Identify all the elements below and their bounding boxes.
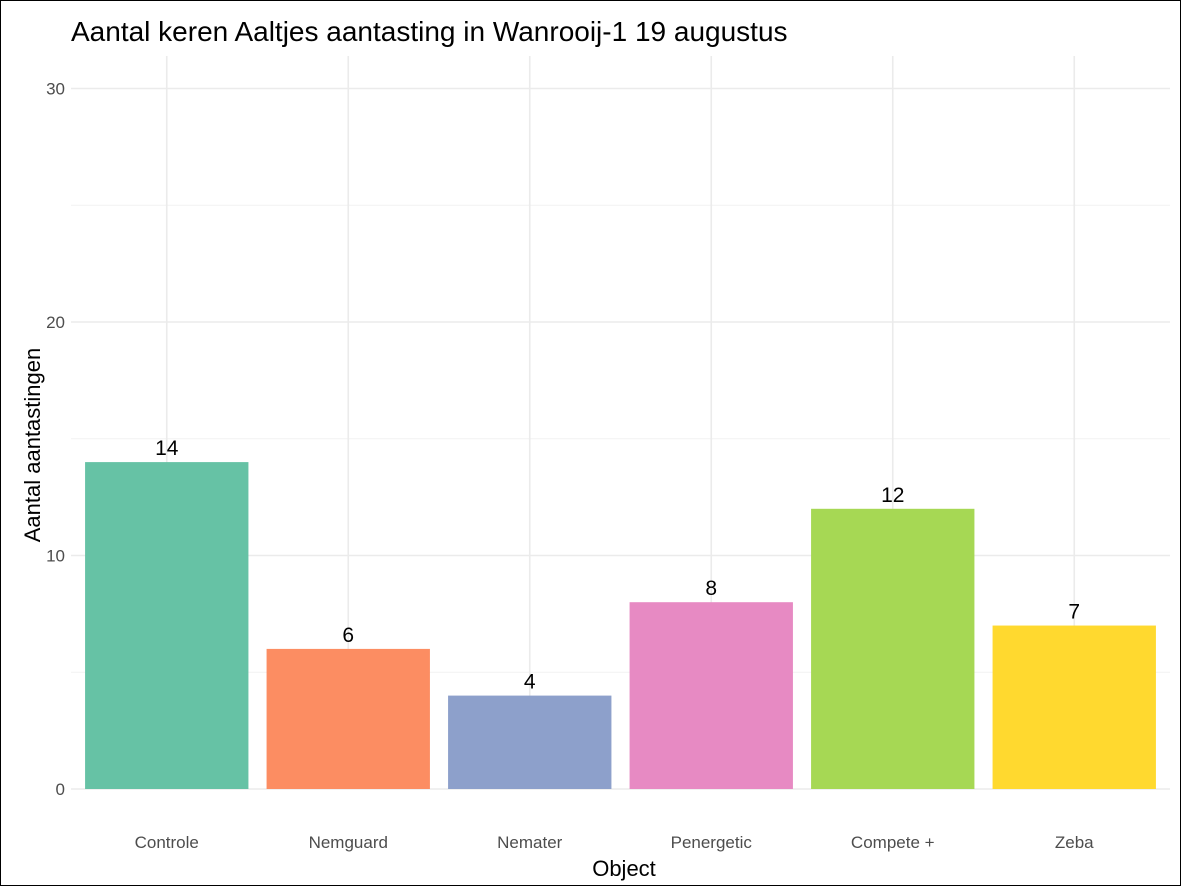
y-axis-title: Aantal aantastingen [20,348,45,543]
x-tick-label: Nemguard [309,833,388,852]
data-label: 14 [155,437,179,460]
x-tick-label: Penergetic [671,833,753,852]
y-tick-label: 0 [56,780,65,799]
x-tick-label: Compete + [851,833,935,852]
x-tick-label: Zeba [1055,833,1094,852]
bar-controle [85,462,249,789]
data-label: 6 [342,624,354,647]
bar-penergetic [629,602,793,789]
data-label: 7 [1068,601,1080,624]
chart-title: Aantal keren Aaltjes aantasting in Wanro… [71,16,788,47]
bar-zeba [992,625,1156,789]
data-label: 12 [881,484,904,507]
bars [85,462,1156,789]
bar-nemguard [266,648,430,789]
y-tick-label: 10 [46,547,65,566]
data-label: 4 [524,671,536,694]
x-axis-title: Object [592,856,656,881]
x-tick-label: Nemater [497,833,563,852]
bar-nemater [448,695,612,789]
data-labels: 14 6 4 8 12 7 [155,437,1080,693]
x-axis-ticks: Controle Nemguard Nemater Penergetic Compete… [135,833,1095,852]
y-tick-label: 30 [46,80,65,99]
data-label: 8 [705,577,717,600]
bar-compete [811,508,975,789]
y-axis-ticks: 0 10 20 30 [46,80,65,800]
y-tick-label: 20 [46,313,65,332]
x-tick-label: Controle [135,833,199,852]
